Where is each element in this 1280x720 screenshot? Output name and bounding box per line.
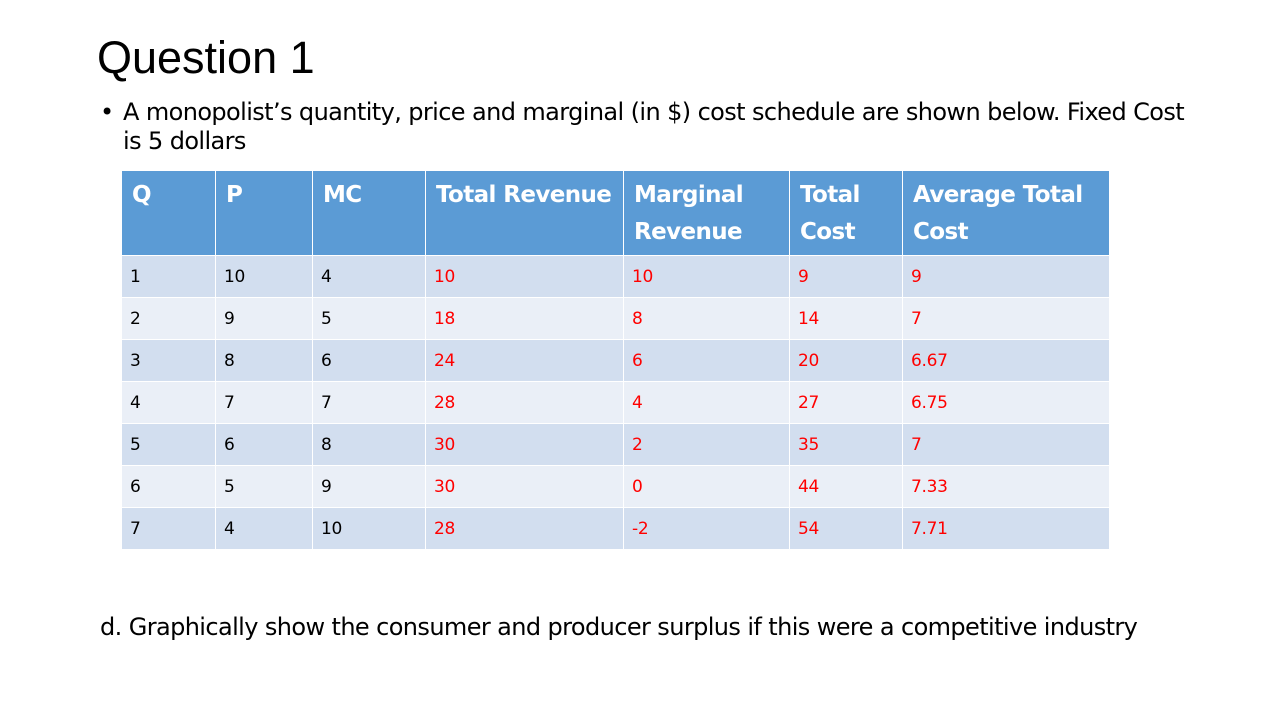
header-p: P: [215, 170, 313, 256]
cell-marginal-revenue: 10: [623, 255, 790, 298]
bullet-symbol: •: [100, 98, 114, 126]
cell-p: 4: [215, 507, 313, 550]
cell-mc: 7: [312, 381, 426, 424]
cell-total-revenue: 28: [425, 381, 624, 424]
cell-p: 7: [215, 381, 313, 424]
table-row: 7 4 10 28 -2 54 7.71: [121, 507, 1110, 550]
cell-mc: 10: [312, 507, 426, 550]
header-mc: MC: [312, 170, 426, 256]
cost-schedule-table: Q P MC Total Revenue Marginal Revenue To…: [121, 170, 1110, 550]
table-row: 5 6 8 30 2 35 7: [121, 423, 1110, 466]
cell-mc: 5: [312, 297, 426, 340]
cell-mc: 9: [312, 465, 426, 508]
table-row: 6 5 9 30 0 44 7.33: [121, 465, 1110, 508]
header-total-cost: Total Cost: [789, 170, 903, 256]
question-d-text: d. Graphically show the consumer and pro…: [100, 613, 1138, 641]
cell-average-total-cost: 7: [902, 423, 1110, 466]
table-row: 1 10 4 10 10 9 9: [121, 255, 1110, 298]
cell-marginal-revenue: 0: [623, 465, 790, 508]
cell-total-revenue: 10: [425, 255, 624, 298]
cell-marginal-revenue: 4: [623, 381, 790, 424]
problem-statement: A monopolist’s quantity, price and margi…: [123, 98, 1185, 155]
cell-p: 9: [215, 297, 313, 340]
cell-total-cost: 44: [789, 465, 903, 508]
cell-p: 6: [215, 423, 313, 466]
cell-marginal-revenue: 6: [623, 339, 790, 382]
table-header-row: Q P MC Total Revenue Marginal Revenue To…: [121, 170, 1110, 256]
cell-average-total-cost: 9: [902, 255, 1110, 298]
cell-q: 6: [121, 465, 216, 508]
header-q: Q: [121, 170, 216, 256]
table-row: 4 7 7 28 4 27 6.75: [121, 381, 1110, 424]
slide-title: Question 1: [97, 32, 315, 83]
cell-q: 1: [121, 255, 216, 298]
cell-q: 2: [121, 297, 216, 340]
cell-total-cost: 54: [789, 507, 903, 550]
cell-q: 5: [121, 423, 216, 466]
cell-total-revenue: 30: [425, 423, 624, 466]
cell-total-cost: 14: [789, 297, 903, 340]
cell-p: 5: [215, 465, 313, 508]
cell-mc: 8: [312, 423, 426, 466]
cell-total-revenue: 30: [425, 465, 624, 508]
header-total-revenue: Total Revenue: [425, 170, 624, 256]
header-marginal-revenue: Marginal Revenue: [623, 170, 790, 256]
cell-marginal-revenue: -2: [623, 507, 790, 550]
cell-p: 8: [215, 339, 313, 382]
cell-total-revenue: 28: [425, 507, 624, 550]
cell-mc: 6: [312, 339, 426, 382]
cell-q: 3: [121, 339, 216, 382]
cell-total-revenue: 24: [425, 339, 624, 382]
cell-average-total-cost: 7: [902, 297, 1110, 340]
bullet-paragraph: • A monopolist’s quantity, price and mar…: [100, 98, 1200, 156]
cell-mc: 4: [312, 255, 426, 298]
cell-average-total-cost: 7.71: [902, 507, 1110, 550]
cell-q: 4: [121, 381, 216, 424]
cell-total-cost: 27: [789, 381, 903, 424]
cell-total-cost: 20: [789, 339, 903, 382]
cell-marginal-revenue: 8: [623, 297, 790, 340]
cell-average-total-cost: 6.67: [902, 339, 1110, 382]
header-average-total-cost: Average Total Cost: [902, 170, 1110, 256]
cell-total-revenue: 18: [425, 297, 624, 340]
table-row: 3 8 6 24 6 20 6.67: [121, 339, 1110, 382]
cell-q: 7: [121, 507, 216, 550]
cell-p: 10: [215, 255, 313, 298]
cell-total-cost: 35: [789, 423, 903, 466]
cell-average-total-cost: 7.33: [902, 465, 1110, 508]
cell-total-cost: 9: [789, 255, 903, 298]
cell-average-total-cost: 6.75: [902, 381, 1110, 424]
cell-marginal-revenue: 2: [623, 423, 790, 466]
table-row: 2 9 5 18 8 14 7: [121, 297, 1110, 340]
